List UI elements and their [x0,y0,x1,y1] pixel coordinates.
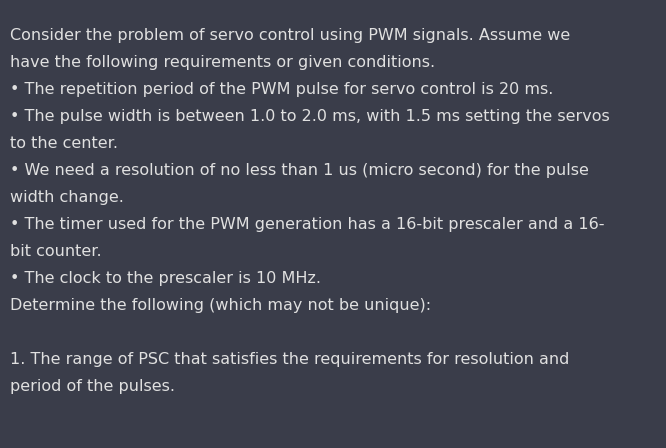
Text: • The clock to the prescaler is 10 MHz.: • The clock to the prescaler is 10 MHz. [10,271,321,286]
Text: to the center.: to the center. [10,136,118,151]
Text: period of the pulses.: period of the pulses. [10,379,175,394]
Text: Determine the following (which may not be unique):: Determine the following (which may not b… [10,298,431,313]
Text: • We need a resolution of no less than 1 us (micro second) for the pulse: • We need a resolution of no less than 1… [10,163,589,178]
Text: • The pulse width is between 1.0 to 2.0 ms, with 1.5 ms setting the servos: • The pulse width is between 1.0 to 2.0 … [10,109,610,124]
Text: have the following requirements or given conditions.: have the following requirements or given… [10,55,435,70]
Text: 1. The range of PSC that satisfies the requirements for resolution and: 1. The range of PSC that satisfies the r… [10,352,569,367]
Text: • The repetition period of the PWM pulse for servo control is 20 ms.: • The repetition period of the PWM pulse… [10,82,553,97]
Text: width change.: width change. [10,190,124,205]
Text: Consider the problem of servo control using PWM signals. Assume we: Consider the problem of servo control us… [10,28,570,43]
Text: bit counter.: bit counter. [10,244,102,259]
Text: • The timer used for the PWM generation has a 16-bit prescaler and a 16-: • The timer used for the PWM generation … [10,217,605,232]
